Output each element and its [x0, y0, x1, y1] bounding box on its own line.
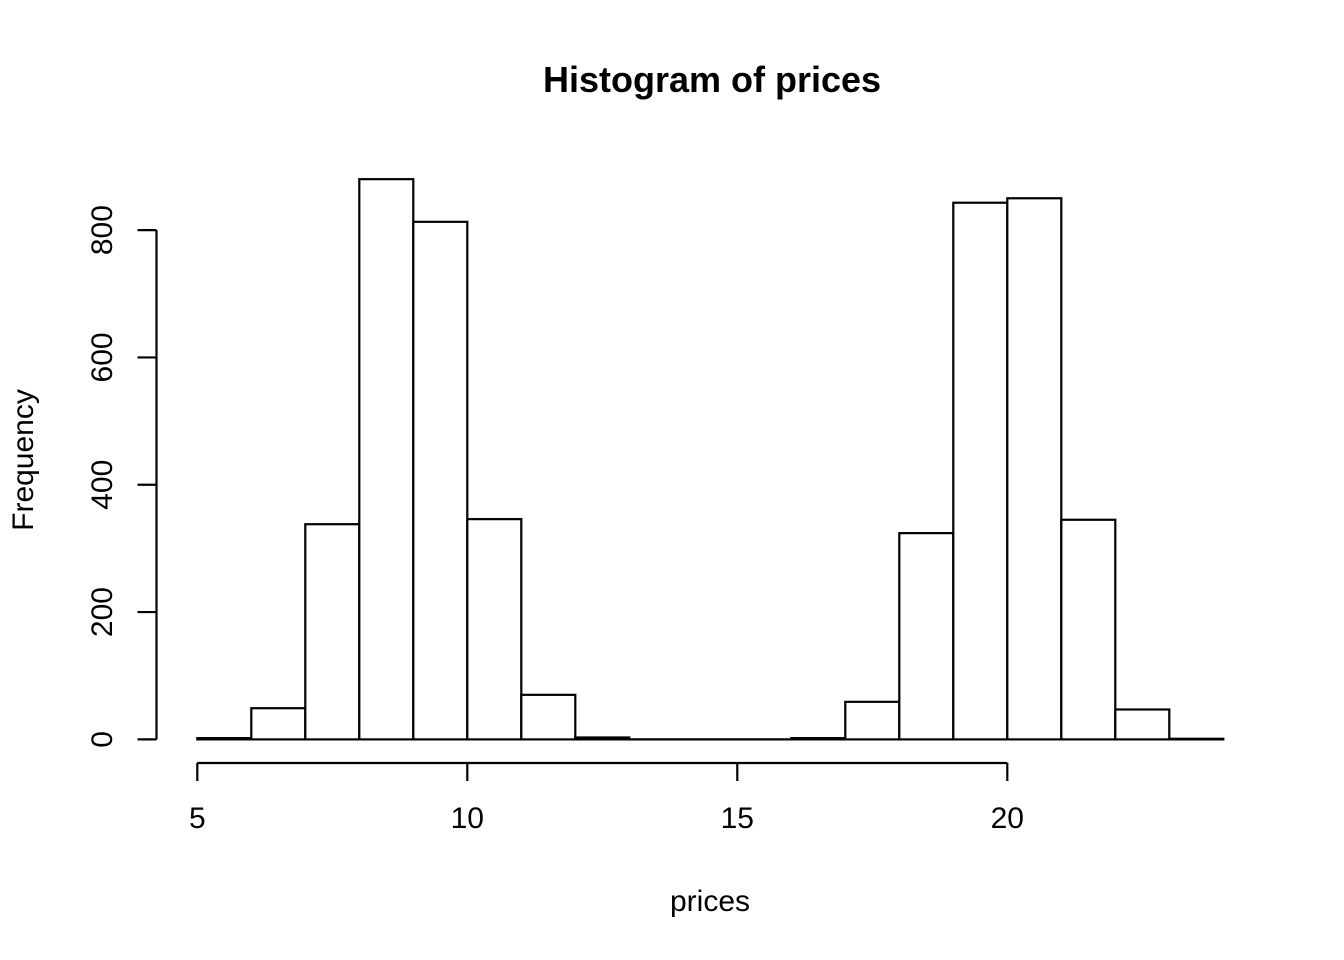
histogram-bar	[412, 220, 469, 741]
y-tick-label: 400	[86, 460, 119, 510]
x-axis: 5 10 15 20	[189, 761, 1024, 835]
y-tick-label: 200	[86, 587, 119, 637]
histogram-bar	[250, 707, 307, 741]
histogram-bar	[574, 736, 631, 741]
y-axis: 0 200 400 600 800	[86, 205, 158, 748]
x-tick-label: 20	[991, 802, 1024, 835]
x-tick-label: 15	[721, 802, 754, 835]
histogram-bar	[1006, 197, 1063, 741]
histogram-bar	[196, 737, 253, 741]
bars-group	[196, 178, 1225, 741]
histogram-bar	[304, 523, 361, 741]
histogram-bar	[898, 532, 955, 741]
histogram-bar	[520, 693, 577, 741]
histogram-bar	[1168, 737, 1225, 741]
histogram-bar	[466, 518, 523, 741]
histogram-bar	[358, 178, 415, 741]
histogram-bar	[1114, 708, 1171, 741]
chart-title: Histogram of prices	[543, 59, 881, 100]
y-tick-label: 0	[86, 731, 119, 748]
y-tick-label: 600	[86, 332, 119, 382]
histogram-bar	[790, 737, 847, 741]
x-tick-label: 5	[189, 802, 206, 835]
x-axis-label: prices	[670, 885, 750, 918]
histogram-bar	[952, 201, 1009, 741]
histogram-bar	[844, 700, 901, 741]
y-tick-label: 800	[86, 205, 119, 255]
histogram-bar	[1060, 518, 1117, 741]
y-axis-label: Frequency	[7, 389, 40, 531]
x-tick-label: 10	[451, 802, 484, 835]
